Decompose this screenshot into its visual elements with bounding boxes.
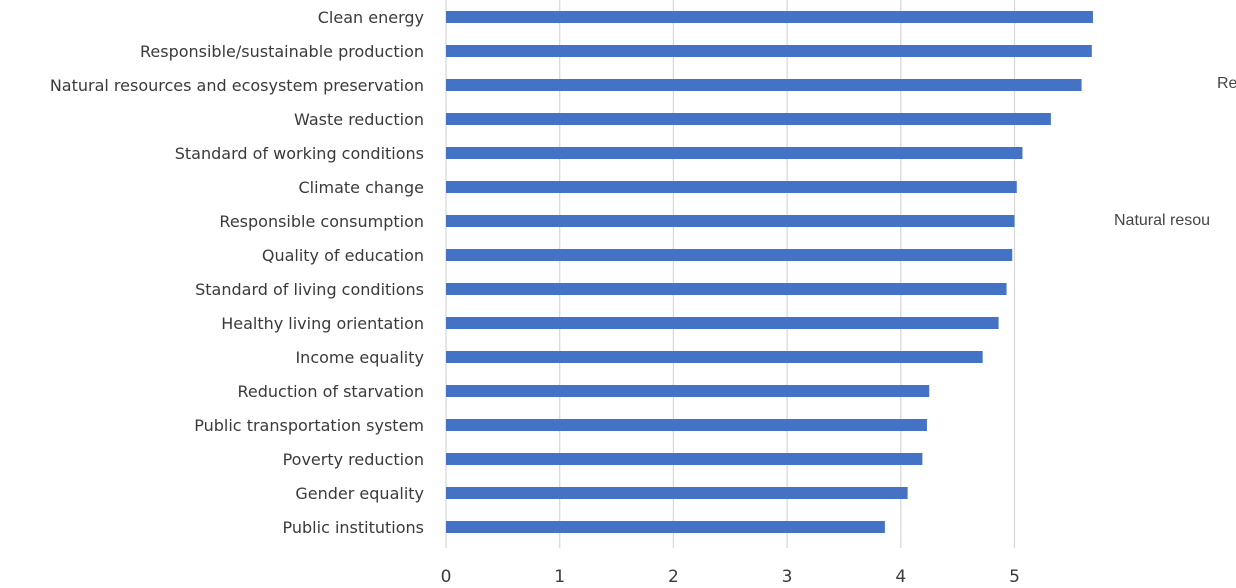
bar bbox=[446, 283, 1007, 295]
x-tick-label: 1 bbox=[554, 567, 565, 587]
bar bbox=[446, 181, 1017, 193]
category-labels: Clean energy Responsible/sustainable prod… bbox=[50, 8, 424, 537]
x-tick-label: 2 bbox=[668, 567, 679, 587]
bar bbox=[446, 79, 1082, 91]
category-label: Public institutions bbox=[283, 518, 424, 537]
bar bbox=[446, 215, 1015, 227]
x-tick-labels: 0 1 2 3 4 5 bbox=[441, 567, 1020, 587]
x-tick-label: 0 bbox=[441, 567, 452, 587]
category-label: Reduction of starvation bbox=[238, 382, 425, 401]
x-tick-label: 4 bbox=[895, 567, 906, 587]
category-label: Income equality bbox=[295, 348, 424, 367]
x-tick-label: 5 bbox=[1009, 567, 1020, 587]
category-label: Gender equality bbox=[295, 484, 424, 503]
category-label: Natural resources and ecosystem preserva… bbox=[50, 76, 424, 95]
category-label: Standard of living conditions bbox=[195, 280, 424, 299]
cropped-side-label-top: Re bbox=[1217, 75, 1236, 92]
bar bbox=[446, 317, 999, 329]
category-label: Quality of education bbox=[262, 246, 424, 265]
category-label: Clean energy bbox=[318, 8, 424, 27]
bar bbox=[446, 419, 927, 431]
category-label: Public transportation system bbox=[194, 416, 424, 435]
bar bbox=[446, 385, 930, 397]
category-label: Healthy living orientation bbox=[221, 314, 424, 333]
x-tick-label: 3 bbox=[782, 567, 793, 587]
bar bbox=[446, 11, 1093, 23]
bar bbox=[446, 521, 885, 533]
bar bbox=[446, 453, 923, 465]
bar bbox=[446, 351, 983, 363]
category-label: Waste reduction bbox=[294, 110, 424, 129]
cropped-side-label-middle: Natural resou bbox=[1114, 212, 1211, 229]
bar bbox=[446, 147, 1023, 159]
bar bbox=[446, 487, 908, 499]
bar bbox=[446, 45, 1092, 57]
category-label: Responsible/sustainable production bbox=[140, 42, 424, 61]
category-label: Climate change bbox=[298, 178, 424, 197]
category-label: Poverty reduction bbox=[283, 450, 424, 469]
bar bbox=[446, 113, 1051, 125]
category-label: Standard of working conditions bbox=[175, 144, 424, 163]
bar bbox=[446, 249, 1013, 261]
category-label: Responsible consumption bbox=[219, 212, 424, 231]
bars bbox=[446, 11, 1093, 533]
